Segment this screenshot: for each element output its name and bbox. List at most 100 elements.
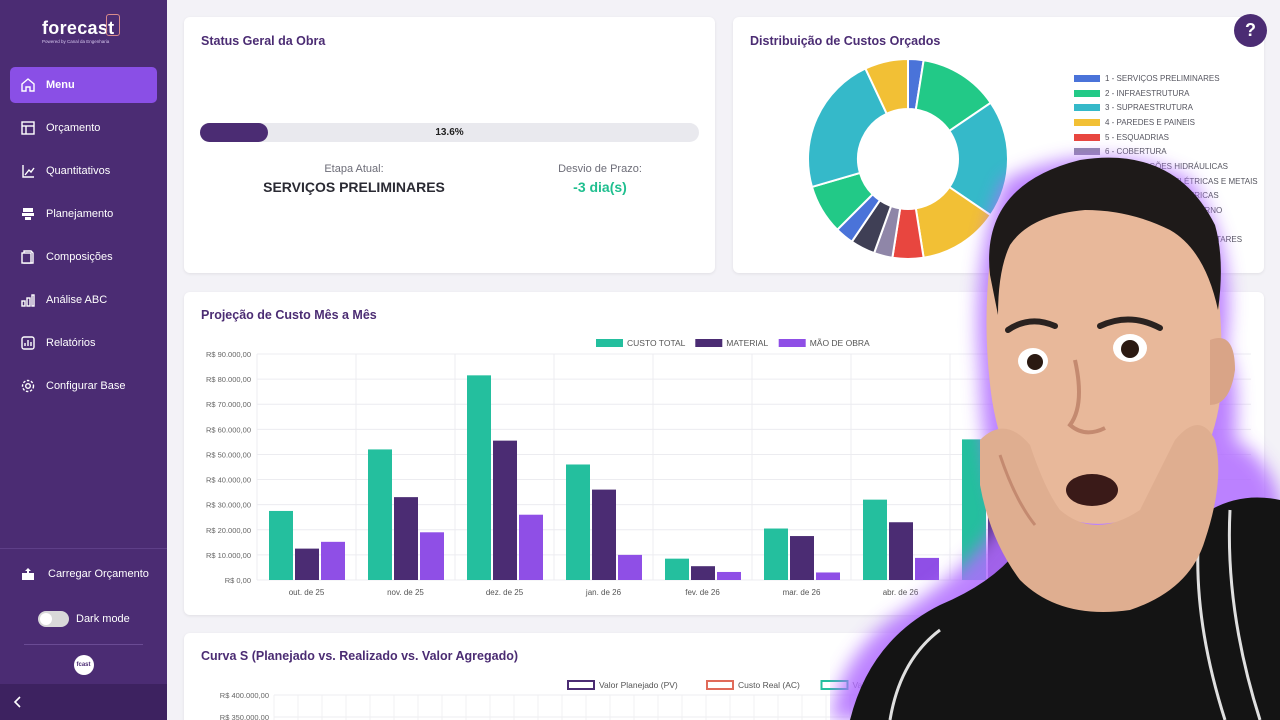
bar[interactable] bbox=[816, 572, 840, 580]
sidebar-item-label: Menu bbox=[46, 79, 75, 91]
y-tick-label: R$ 40.000,00 bbox=[206, 476, 251, 485]
legend-swatch bbox=[1074, 148, 1100, 156]
sidebar-item-relatorios[interactable]: Relatórios bbox=[10, 325, 157, 361]
bar[interactable] bbox=[915, 557, 939, 580]
legend-swatch bbox=[1074, 74, 1100, 82]
ruler-icon bbox=[20, 163, 36, 179]
legend-item[interactable]: 4 - PAREDES E PAINEIS bbox=[1074, 115, 1258, 130]
bar[interactable] bbox=[717, 571, 741, 580]
sidebar-item-planejamento[interactable]: Planejamento bbox=[10, 196, 157, 232]
document-icon bbox=[20, 249, 36, 265]
bar[interactable] bbox=[618, 554, 642, 580]
bar[interactable] bbox=[665, 558, 689, 580]
sidebar-item-label: Relatórios bbox=[46, 337, 96, 349]
bar[interactable] bbox=[420, 532, 444, 580]
bar[interactable] bbox=[368, 449, 392, 580]
chart-legend-swatch bbox=[567, 680, 595, 690]
x-tick-label: out. de 25 bbox=[289, 588, 325, 597]
donut-slice[interactable] bbox=[864, 57, 909, 116]
chart-legend-label: MATERIAL bbox=[726, 338, 768, 348]
bar[interactable] bbox=[394, 497, 418, 580]
distribution-card-title: Distribuição de Custos Orçados bbox=[750, 34, 941, 48]
donut-slice[interactable] bbox=[807, 67, 889, 189]
sidebar-item-menu[interactable]: Menu bbox=[10, 67, 157, 103]
bar[interactable] bbox=[790, 536, 814, 580]
sidebar-item-label: Composições bbox=[46, 251, 113, 263]
logo-subtitle: Powered by Canal da Engenharia bbox=[42, 39, 110, 44]
schedule-deviation: Desvio de Prazo: -3 dia(s) bbox=[520, 163, 680, 195]
y-tick-label: R$ 10.000,00 bbox=[206, 551, 251, 560]
y-tick-label: R$ 50.000,00 bbox=[206, 450, 251, 459]
bar[interactable] bbox=[519, 514, 543, 580]
bar[interactable] bbox=[691, 566, 715, 580]
y-tick-label: R$ 60.000,00 bbox=[206, 425, 251, 434]
legend-item[interactable]: 6 - COBERTURA bbox=[1074, 144, 1258, 159]
deviation-caption: Desvio de Prazo: bbox=[558, 163, 642, 175]
bar[interactable] bbox=[566, 464, 590, 580]
sidebar-item-label: Quantitativos bbox=[46, 165, 111, 177]
sidebar-footer: Carregar Orçamento Dark mode fcast bbox=[0, 548, 167, 675]
bar[interactable] bbox=[863, 499, 887, 580]
gear-icon bbox=[20, 378, 36, 394]
sidebar-item-label: Orçamento bbox=[46, 122, 101, 134]
dark-mode-row: Dark mode bbox=[0, 598, 167, 640]
stage-value: SERVIÇOS PRELIMINARES bbox=[263, 179, 445, 195]
legend-label: 6 - COBERTURA bbox=[1105, 147, 1167, 157]
sidebar-nav: Menu Orçamento Quantitativos Planejament… bbox=[10, 67, 157, 411]
bar[interactable] bbox=[467, 375, 491, 580]
sidebar-item-composicoes[interactable]: Composições bbox=[10, 239, 157, 275]
sidebar-item-quantitativos[interactable]: Quantitativos bbox=[10, 153, 157, 189]
bar[interactable] bbox=[295, 548, 319, 580]
y-tick-label: R$ 400.000,00 bbox=[220, 691, 269, 700]
s-curve-card-title: Curva S (Planejado vs. Realizado vs. Val… bbox=[201, 649, 518, 663]
chart-legend-label: MÃO DE OBRA bbox=[810, 338, 870, 348]
home-icon bbox=[20, 77, 36, 93]
legend-item[interactable]: 5 - ESQUADRIAS bbox=[1074, 130, 1258, 145]
y-tick-label: R$ 350.000,00 bbox=[220, 713, 269, 720]
load-budget-button[interactable]: Carregar Orçamento bbox=[0, 548, 167, 598]
dark-mode-label: Dark mode bbox=[76, 613, 130, 625]
sidebar-item-analise-abc[interactable]: Análise ABC bbox=[10, 282, 157, 318]
bar[interactable] bbox=[889, 522, 913, 580]
legend-swatch bbox=[1074, 118, 1100, 126]
bar-chart-icon bbox=[20, 292, 36, 308]
projection-card-title: Projeção de Custo Mês a Mês bbox=[201, 308, 377, 322]
y-tick-label: R$ 0,00 bbox=[225, 576, 251, 585]
chart-legend-swatch bbox=[596, 339, 623, 347]
presenter-photo bbox=[830, 157, 1280, 720]
x-tick-label: mar. de 26 bbox=[783, 588, 821, 597]
donut-chart bbox=[807, 57, 1009, 260]
upload-icon bbox=[20, 566, 36, 582]
chart-legend-swatch bbox=[695, 339, 723, 347]
chart-legend-swatch bbox=[778, 339, 806, 347]
bar[interactable] bbox=[493, 440, 517, 580]
sidebar: forecast Powered by Canal da Engenharia … bbox=[0, 0, 167, 720]
y-tick-label: R$ 80.000,00 bbox=[206, 375, 251, 384]
sidebar-item-label: Análise ABC bbox=[46, 294, 108, 306]
progress-fill bbox=[200, 123, 268, 142]
bar[interactable] bbox=[269, 510, 293, 580]
bar[interactable] bbox=[764, 528, 788, 580]
load-budget-label: Carregar Orçamento bbox=[48, 567, 149, 580]
calendar-icon bbox=[20, 206, 36, 222]
sidebar-item-orcamento[interactable]: Orçamento bbox=[10, 110, 157, 146]
chart-legend-label: CUSTO TOTAL bbox=[627, 338, 686, 348]
report-icon bbox=[20, 335, 36, 351]
x-tick-label: dez. de 25 bbox=[486, 588, 524, 597]
legend-item[interactable]: 3 - SUPRAESTRUTURA bbox=[1074, 100, 1258, 115]
bar[interactable] bbox=[592, 489, 616, 580]
bar[interactable] bbox=[321, 541, 345, 580]
legend-item[interactable]: 2 - INFRAESTRUTURA bbox=[1074, 86, 1258, 101]
dark-mode-toggle[interactable] bbox=[38, 611, 69, 627]
stage-caption: Etapa Atual: bbox=[324, 163, 384, 175]
sidebar-item-label: Planejamento bbox=[46, 208, 114, 220]
legend-item[interactable]: 1 - SERVIÇOS PRELIMINARES bbox=[1074, 71, 1258, 86]
help-button[interactable]: ? bbox=[1234, 14, 1267, 47]
collapse-sidebar-button[interactable] bbox=[0, 684, 167, 720]
table-icon bbox=[20, 120, 36, 136]
sidebar-item-configurar-base[interactable]: Configurar Base bbox=[10, 368, 157, 404]
sidebar-divider bbox=[24, 644, 143, 645]
legend-swatch bbox=[1074, 104, 1100, 112]
forecast-logo[interactable]: forecast Powered by Canal da Engenharia bbox=[42, 14, 132, 52]
legend-label: 3 - SUPRAESTRUTURA bbox=[1105, 103, 1194, 113]
